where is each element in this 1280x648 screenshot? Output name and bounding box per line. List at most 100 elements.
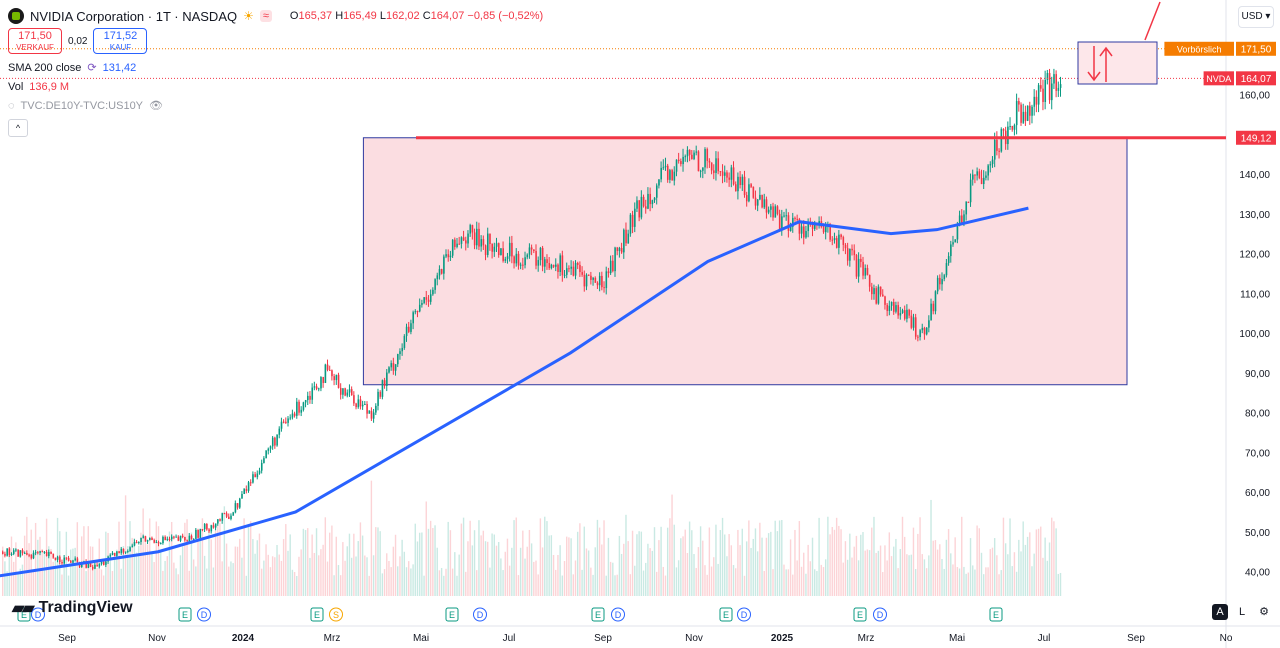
price-tick-label: 100,00 — [1239, 329, 1270, 340]
candle-body — [967, 202, 970, 204]
volume-bar — [930, 499, 932, 596]
volume-bar — [851, 557, 853, 596]
candle-body — [304, 400, 307, 403]
volume-bar — [695, 567, 697, 596]
candle-body — [991, 159, 994, 165]
trend-line[interactable] — [1144, 1, 1161, 41]
dividend-marker[interactable] — [197, 607, 211, 622]
volume-bar — [730, 545, 733, 596]
volume-bar — [495, 545, 498, 596]
time-tick-label: Sep — [1127, 633, 1145, 644]
candle-body — [717, 158, 720, 172]
volume-bar — [102, 575, 105, 596]
volume-bar — [781, 519, 783, 596]
dividend-marker[interactable] — [611, 607, 625, 622]
volume-bar — [109, 554, 111, 596]
candle-body — [105, 561, 107, 565]
volume-bar — [440, 567, 443, 596]
candle-body — [476, 228, 478, 246]
candle-body — [149, 537, 151, 541]
volume-bar — [225, 543, 228, 596]
volume-bar — [482, 530, 485, 596]
volume-bar — [568, 537, 570, 596]
earnings-marker[interactable] — [989, 607, 1003, 622]
sma-indicator-legend[interactable]: SMA 200 close ⟳ 131,42 — [8, 61, 137, 75]
candle-body — [928, 320, 930, 328]
price-tick-label: 60,00 — [1245, 488, 1270, 499]
volume-bar — [258, 533, 261, 596]
split-marker[interactable] — [329, 607, 343, 622]
volume-bar — [122, 546, 125, 596]
settings-gear-icon[interactable]: ⚙ — [1259, 606, 1269, 618]
volume-bar — [493, 534, 495, 596]
volume-bar — [168, 531, 171, 596]
candle-body — [124, 551, 127, 553]
candle-body — [451, 239, 454, 256]
candle-body — [271, 437, 274, 447]
volume-bar — [537, 574, 539, 596]
earnings-marker[interactable] — [445, 607, 459, 622]
log-scale-button[interactable]: L — [1238, 606, 1246, 618]
volume-bar — [1040, 526, 1042, 596]
range-rectangle[interactable] — [362, 137, 1128, 386]
candle-body — [882, 294, 884, 297]
volume-bar — [998, 574, 1000, 596]
volume-bar — [831, 527, 833, 596]
symbol-title[interactable]: NVIDIA Corporation · 1T · NASDAQ — [30, 8, 238, 24]
candle-body — [377, 391, 379, 406]
candle-body — [792, 217, 794, 227]
candle-body — [449, 255, 452, 258]
candle-body — [515, 253, 518, 264]
volume-indicator-legend[interactable]: Vol 136,9 M — [8, 80, 70, 93]
volume-bar — [41, 548, 43, 596]
candle-body — [1024, 111, 1027, 121]
candle-body — [952, 242, 954, 245]
volume-bar — [210, 539, 212, 596]
candle-body — [355, 403, 357, 408]
sell-button[interactable]: 171,50 VERKAUF — [8, 28, 62, 54]
projection-box[interactable] — [1077, 41, 1158, 85]
earnings-marker[interactable] — [719, 607, 733, 622]
volume-bar — [923, 559, 926, 596]
market-status-icon[interactable]: ≈ — [259, 10, 272, 22]
volume-bar — [491, 533, 493, 596]
volume-bar — [269, 567, 272, 596]
volume-bar — [291, 569, 294, 596]
candle-body — [61, 561, 63, 564]
earnings-marker[interactable] — [310, 607, 324, 622]
earnings-marker[interactable] — [853, 607, 867, 622]
compare-dot-icon: ◌ — [8, 99, 15, 112]
dividend-marker[interactable] — [31, 607, 45, 622]
time-tick-label: Jul — [1038, 633, 1051, 644]
tradingview-mark-icon: ▰▰ — [12, 600, 35, 617]
buy-button[interactable]: 171,52 KAUF — [93, 28, 148, 54]
eye-hidden-icon[interactable]: 👁 — [149, 100, 163, 112]
dividend-marker[interactable] — [473, 607, 487, 622]
dividend-marker[interactable] — [737, 607, 751, 622]
event-label: E — [595, 610, 601, 620]
sun-icon[interactable]: ☀ — [243, 9, 254, 23]
collapse-legend-icon[interactable]: ^ — [8, 119, 28, 137]
dividend-marker[interactable] — [873, 607, 887, 622]
candle-body — [414, 310, 417, 313]
currency-selector[interactable]: USD ▾ — [1238, 6, 1274, 28]
time-tick-label: Nov — [148, 633, 166, 644]
compare-symbol-legend[interactable]: ◌ TVC:DE10Y-TVC:US10Y 👁 — [8, 99, 163, 113]
volume-bar — [429, 520, 432, 596]
volume-bar — [893, 546, 895, 596]
candle-body — [767, 209, 770, 213]
earnings-marker[interactable] — [178, 607, 192, 622]
candle-body — [495, 243, 498, 247]
candle-body — [653, 197, 656, 201]
volume-bar — [838, 525, 840, 596]
volume-bar — [65, 531, 68, 596]
event-label: E — [857, 610, 863, 620]
auto-scale-button[interactable]: A — [1212, 604, 1228, 620]
volume-bar — [170, 521, 173, 596]
earnings-marker[interactable] — [591, 607, 605, 622]
volume-bar — [882, 572, 884, 596]
earnings-marker[interactable] — [17, 607, 31, 622]
sma-200-line[interactable] — [0, 206, 1029, 579]
volume-bar — [23, 535, 26, 596]
